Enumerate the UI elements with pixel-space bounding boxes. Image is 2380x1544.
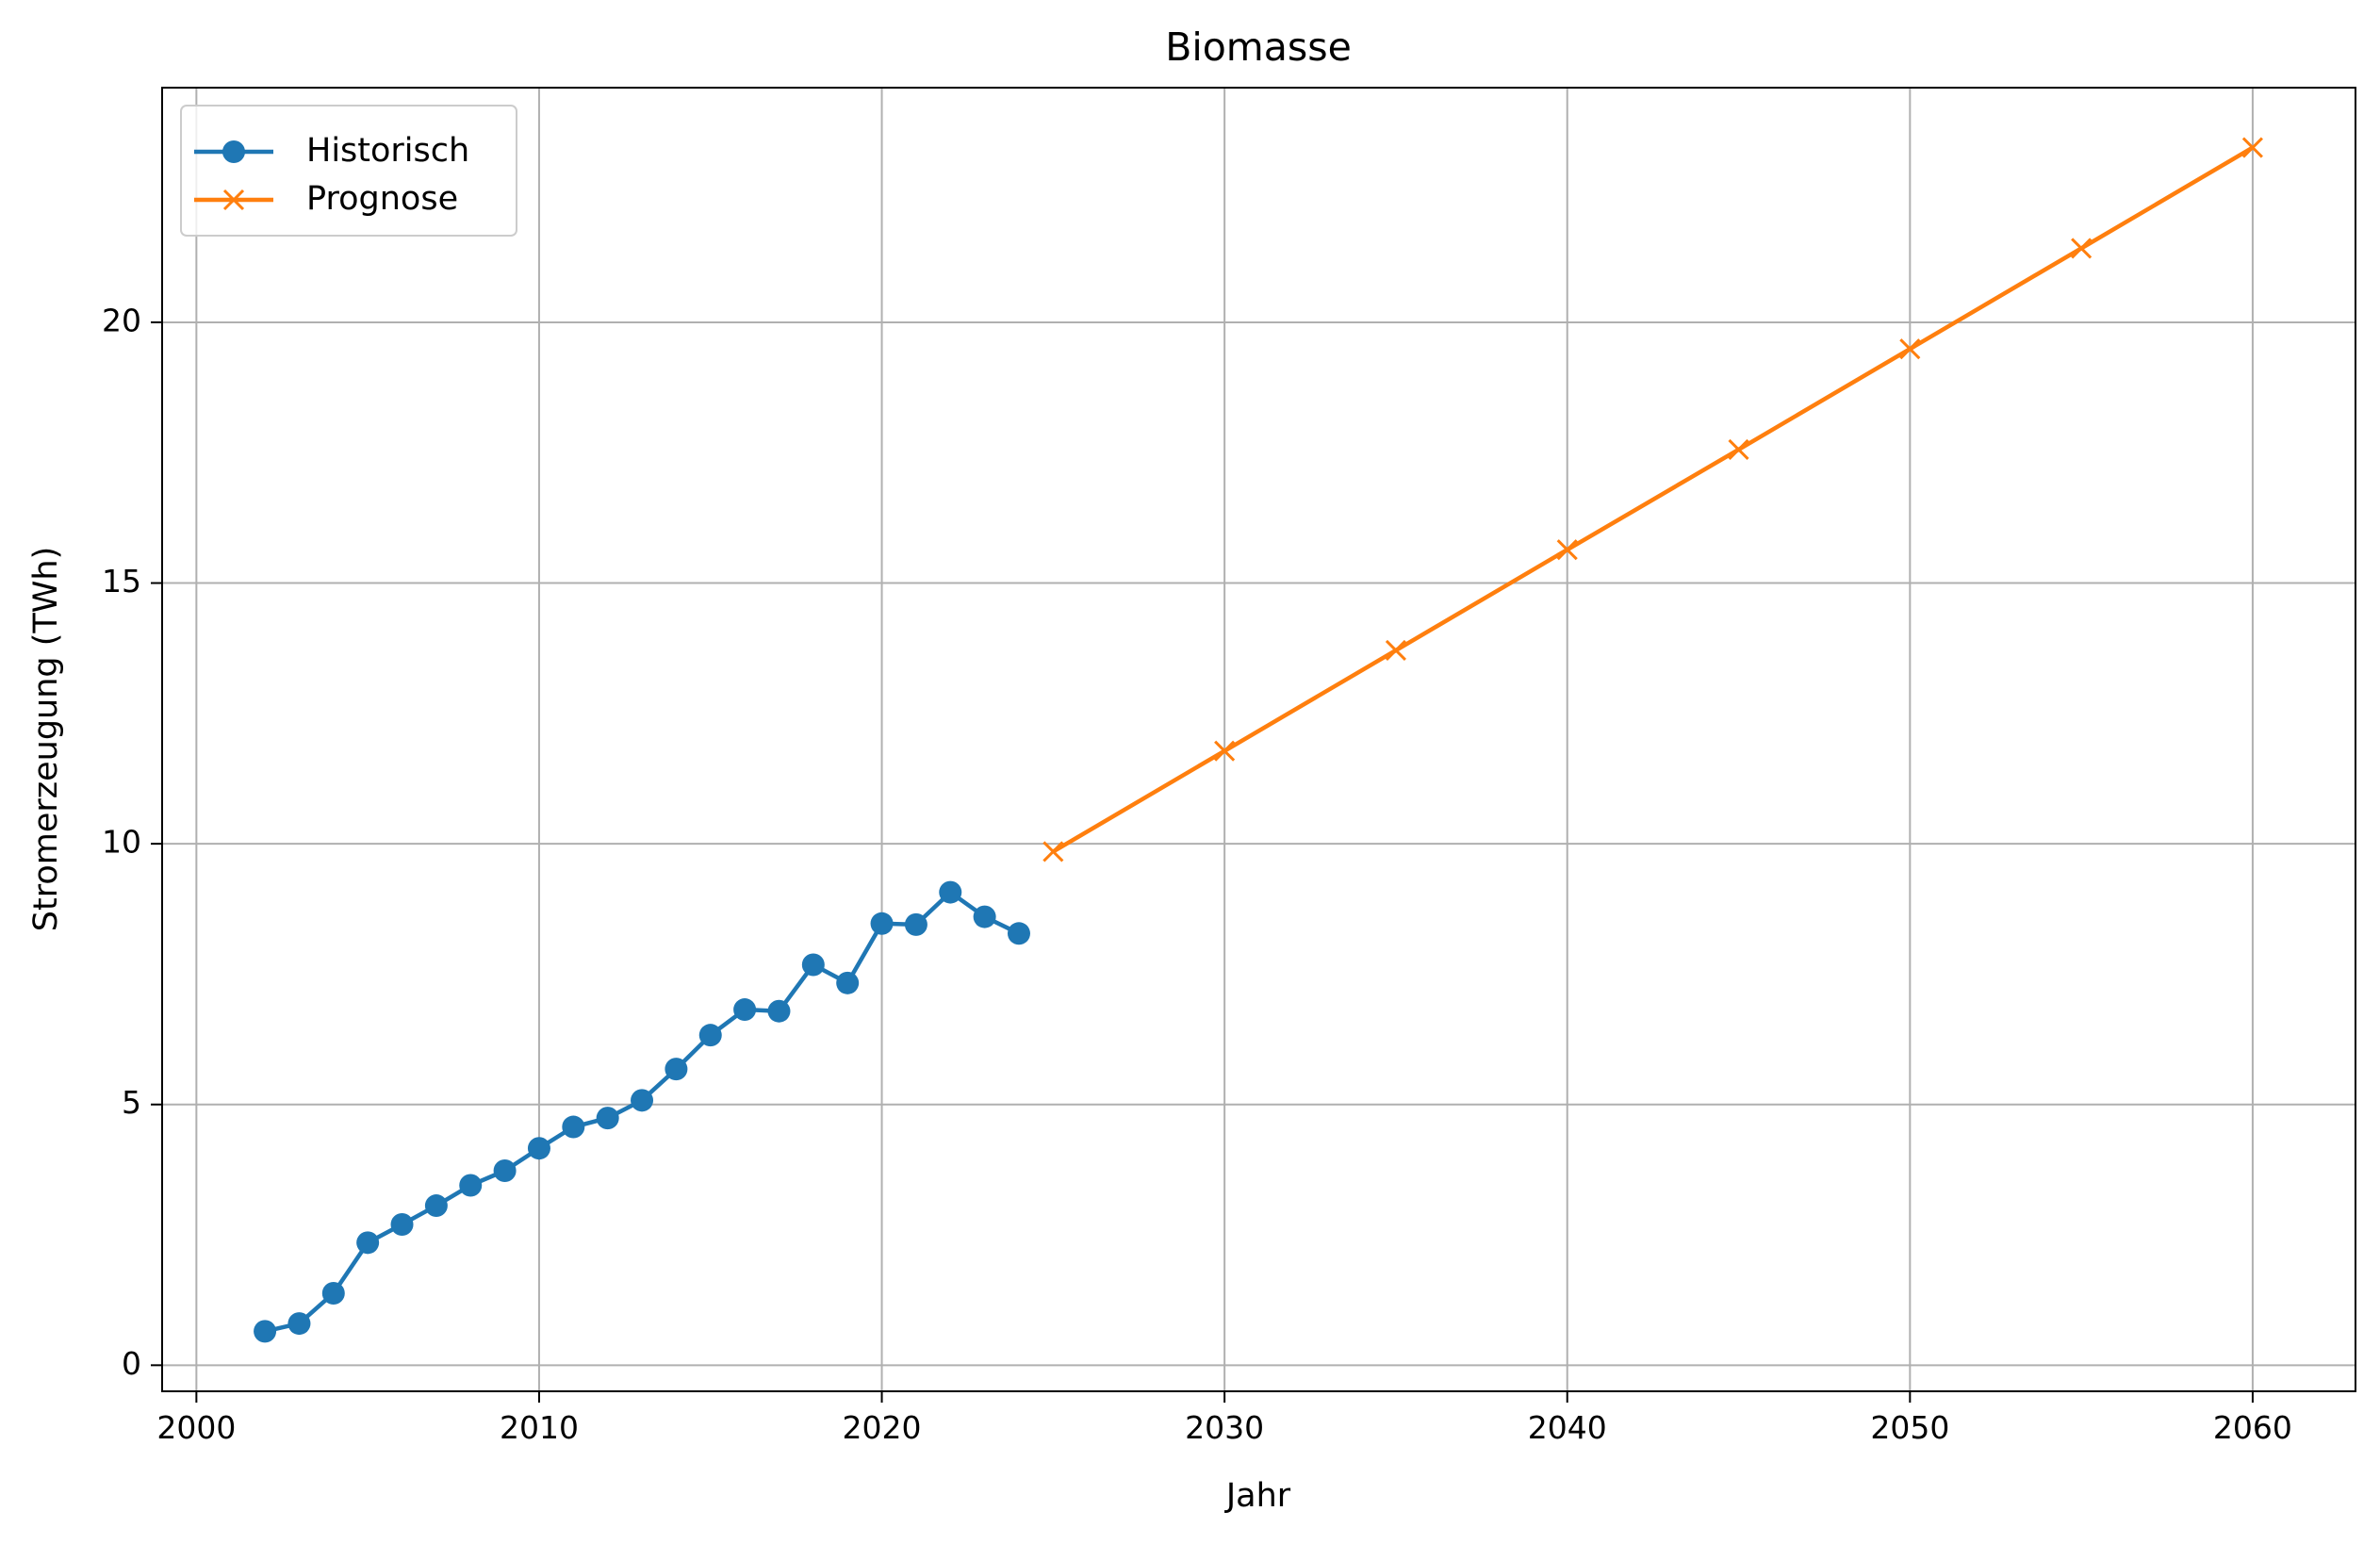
data-point-historisch-2020 [870, 912, 894, 935]
data-point-historisch-2008 [459, 1174, 483, 1197]
data-point-historisch-2002 [254, 1320, 277, 1343]
legend-label-prognose: Prognose [306, 180, 458, 218]
data-point-historisch-2023 [973, 905, 996, 928]
x-tick-label-2010: 2010 [500, 1409, 579, 1446]
data-point-historisch-2010 [527, 1137, 550, 1160]
data-point-prognose-2045 [1728, 438, 1749, 460]
data-point-historisch-2003 [287, 1312, 311, 1336]
data-point-historisch-2024 [1007, 922, 1030, 945]
x-tick-label-2000: 2000 [156, 1409, 236, 1446]
series-layer [254, 137, 2263, 1343]
data-point-prognose-2030 [1214, 740, 1236, 762]
y-tick-label-10: 10 [102, 824, 141, 861]
data-point-historisch-2006 [390, 1212, 414, 1236]
data-point-prognose-2035 [1385, 639, 1407, 661]
series-prognose [1042, 137, 2263, 862]
x-tick-label-2050: 2050 [1870, 1409, 1949, 1446]
x-tick-label-2060: 2060 [2213, 1409, 2292, 1446]
data-point-historisch-2018 [801, 953, 825, 977]
data-point-prognose-2025 [1042, 841, 1064, 862]
legend-marker-historisch [222, 140, 245, 163]
data-point-prognose-2060 [2241, 137, 2263, 158]
data-point-historisch-2019 [836, 971, 860, 994]
series-historisch [254, 880, 1030, 1343]
plot-frame [161, 87, 2356, 1392]
data-point-historisch-2004 [321, 1281, 345, 1305]
y-tick-label-20: 20 [102, 302, 141, 338]
data-point-historisch-2014 [665, 1058, 688, 1081]
x-axis-label: Jahr [1224, 1477, 1291, 1515]
data-point-historisch-2021 [904, 912, 927, 936]
series-line-prognose [1052, 145, 2255, 854]
legend-box [180, 105, 517, 237]
data-point-prognose-2040 [1556, 539, 1578, 561]
plot-area [162, 88, 2355, 1391]
data-point-historisch-2015 [698, 1024, 722, 1047]
x-tick-label-2020: 2020 [843, 1409, 922, 1446]
legend-items [194, 140, 273, 211]
data-point-historisch-2011 [562, 1115, 585, 1139]
legend: Historisch Prognose [180, 105, 517, 237]
y-tick-label-5: 5 [122, 1084, 141, 1121]
grid [162, 88, 2355, 1391]
data-point-prognose-2055 [2071, 238, 2093, 259]
data-point-historisch-2017 [767, 999, 791, 1023]
legend-label-historisch: Historisch [306, 132, 469, 170]
data-point-historisch-2007 [424, 1194, 448, 1218]
y-tick-label-15: 15 [102, 563, 141, 600]
x-tick-label-2030: 2030 [1185, 1409, 1264, 1446]
data-point-historisch-2016 [733, 998, 757, 1022]
legend-marker-prognose [222, 189, 245, 211]
data-point-historisch-2022 [939, 880, 962, 904]
y-tick-label-0: 0 [122, 1345, 141, 1382]
data-point-prognose-2050 [1899, 338, 1921, 360]
data-point-historisch-2012 [596, 1107, 619, 1130]
data-point-historisch-2009 [493, 1158, 517, 1182]
data-point-historisch-2005 [356, 1231, 380, 1255]
chart-title: Biomasse [1165, 25, 1352, 70]
axis-ticks: 2000 2010 2020 2030 2040 2050 2060 0 5 10 15 20 [102, 302, 2292, 1446]
y-axis-label: Stromerzeugung (TWh) [27, 547, 65, 931]
x-tick-label-2040: 2040 [1528, 1409, 1607, 1446]
data-point-historisch-2013 [631, 1089, 654, 1112]
